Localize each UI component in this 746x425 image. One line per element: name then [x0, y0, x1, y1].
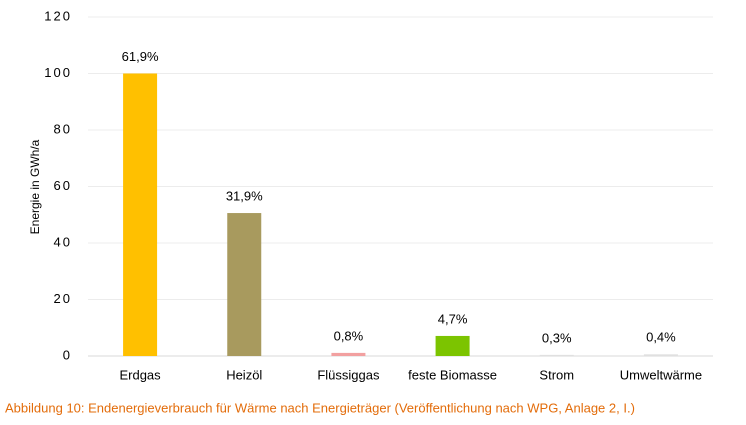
bar [435, 335, 470, 356]
bar [331, 352, 366, 356]
caption: Abbildung 10: Endenergieverbrauch für Wä… [5, 400, 635, 415]
x-tick-label: Strom [539, 367, 574, 382]
bar [539, 354, 574, 356]
bar [643, 354, 678, 356]
data-label: 4,7% [438, 311, 468, 326]
x-tick-label: Erdgas [119, 367, 161, 382]
bar [227, 213, 262, 356]
y-tick-label: 100 [44, 65, 72, 80]
data-label: 0,3% [542, 330, 572, 345]
y-tick-label: 0 [63, 347, 72, 362]
y-tick-label: 80 [54, 121, 72, 136]
x-tick-label: Flüssiggas [317, 367, 380, 382]
y-tick-label: 40 [54, 234, 72, 249]
y-tick-label: 20 [54, 291, 72, 306]
y-tick-label: 60 [54, 178, 72, 193]
x-tick-label: Umweltwärme [620, 367, 702, 382]
y-axis-label: Energie in GWh/a [28, 139, 42, 234]
x-tick-label: Heizöl [226, 367, 262, 382]
data-label: 31,9% [226, 188, 263, 203]
bar [123, 73, 158, 356]
data-label: 0,8% [334, 328, 364, 343]
data-label: 0,4% [646, 330, 676, 345]
y-tick-label: 120 [44, 8, 72, 23]
data-label: 61,9% [122, 49, 159, 64]
x-tick-label: feste Biomasse [408, 367, 497, 382]
